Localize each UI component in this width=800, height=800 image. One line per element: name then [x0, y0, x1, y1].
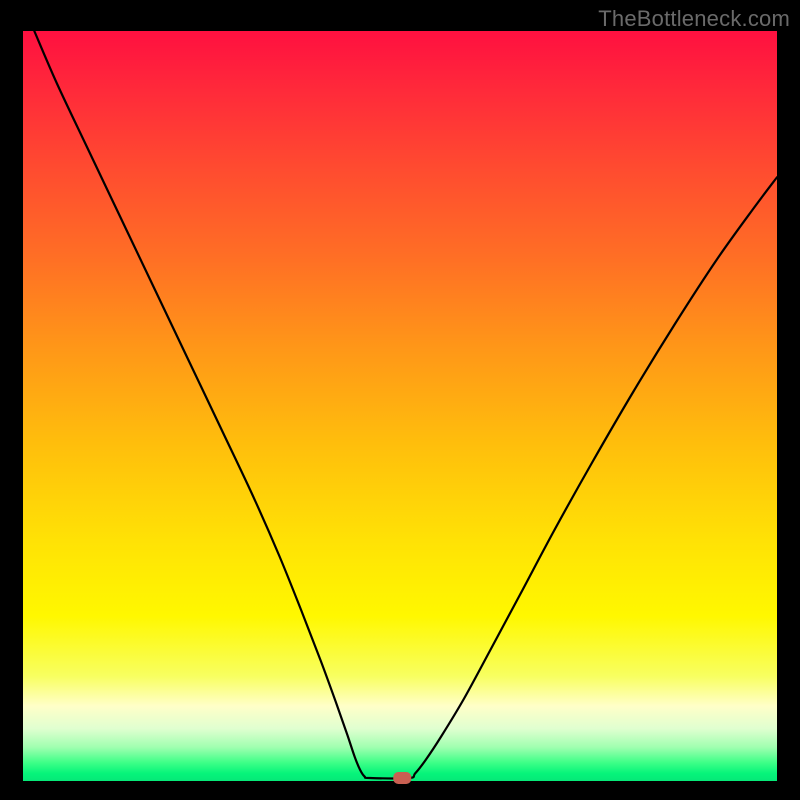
bottleneck-chart: [0, 0, 800, 800]
chart-container: TheBottleneck.com: [0, 0, 800, 800]
optimal-point-marker: [393, 772, 411, 784]
plot-area: [23, 31, 777, 781]
